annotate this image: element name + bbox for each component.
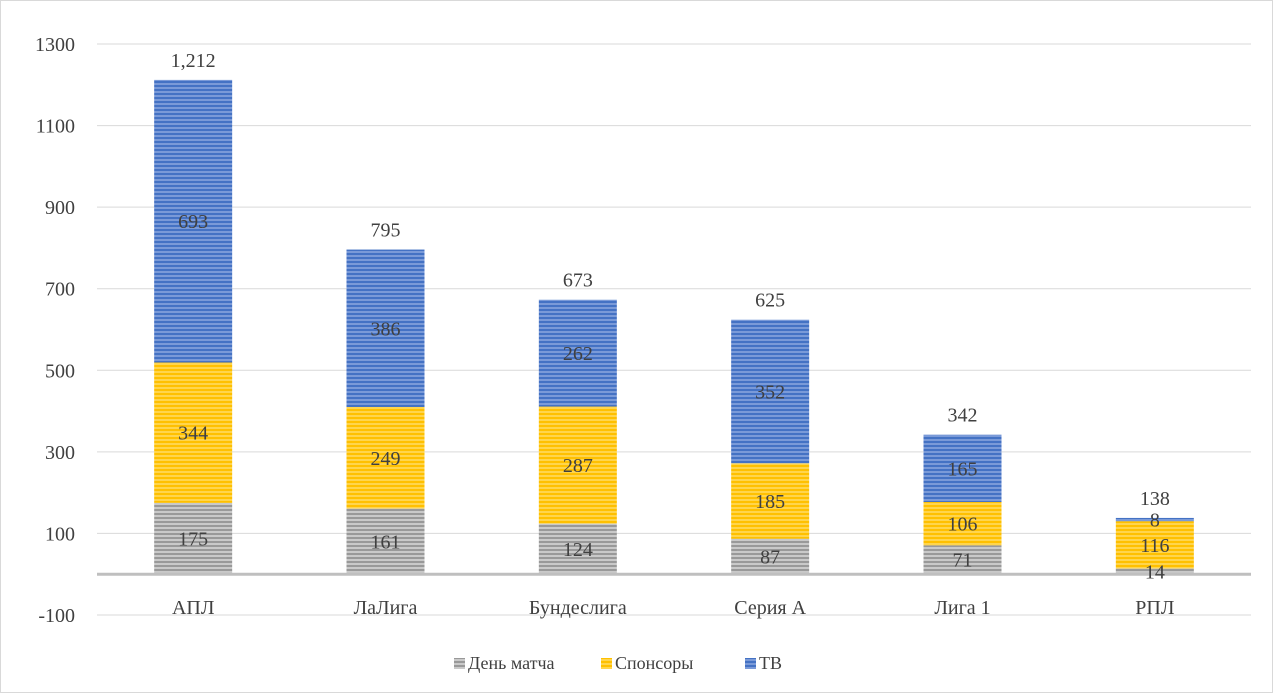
bar-segment (538, 523, 617, 575)
total-value-label: 795 (371, 220, 401, 242)
category-label: АПЛ (172, 597, 214, 619)
segment-value-label: 287 (563, 455, 593, 477)
category-label: ЛаЛига (354, 597, 418, 619)
y-tick-label: 1100 (36, 116, 75, 138)
x-axis: АПЛ ЛаЛига Бундеслига Серия А Лига 1 РПЛ (97, 572, 1251, 619)
bar-segment (1115, 521, 1194, 569)
y-axis-ticks: 1300 1100 900 700 500 300 100 -100 (35, 34, 75, 627)
total-value-label: 673 (563, 270, 593, 292)
segment-value-label: 352 (755, 381, 785, 403)
bar-segment (154, 79, 233, 363)
data-labels: 1753446931,21216124938679512428726267387… (171, 50, 1170, 583)
segment-value-label: 161 (371, 531, 401, 553)
bar-segment (731, 319, 810, 464)
segment-value-label: 71 (953, 550, 973, 572)
legend: День матча Спонсоры ТВ (454, 653, 782, 673)
segment-value-label: 116 (1140, 535, 1169, 557)
gridlines (97, 43, 1251, 616)
total-value-label: 1,212 (171, 50, 216, 72)
y-tick-label: 500 (45, 360, 75, 382)
y-tick-label: 300 (45, 442, 75, 464)
bar-segment (731, 463, 810, 539)
total-value-label: 138 (1140, 488, 1170, 510)
segment-value-label: 14 (1145, 561, 1165, 583)
legend-entry: Спонсоры (615, 653, 693, 673)
segment-value-label: 249 (371, 448, 401, 470)
total-value-label: 342 (948, 405, 978, 427)
bar-segment (154, 362, 233, 503)
bar-segment (1115, 568, 1194, 575)
segment-value-label: 344 (178, 423, 208, 445)
segment-value-label: 693 (178, 211, 208, 233)
y-tick-label: 100 (45, 523, 75, 545)
category-label: Серия А (734, 597, 806, 619)
bar-segment (923, 502, 1002, 546)
segment-value-label: 124 (563, 539, 593, 561)
legend-swatch (601, 658, 612, 669)
bars (154, 79, 1194, 575)
legend-swatch (745, 658, 756, 669)
legend-entry: ТВ (759, 653, 782, 673)
bar-segment (346, 508, 425, 575)
segment-value-label: 262 (563, 343, 593, 365)
y-tick-label: -100 (38, 605, 75, 627)
legend-swatch (454, 658, 465, 669)
category-label: Лига 1 (934, 597, 990, 619)
bar-segment (538, 406, 617, 524)
segment-value-label: 175 (178, 529, 208, 551)
bar-segment (154, 502, 233, 575)
segment-value-label: 185 (755, 491, 785, 513)
bar-segment (1115, 517, 1194, 522)
bar-segment (923, 434, 1002, 503)
bar-segment (538, 299, 617, 407)
segment-value-label: 8 (1150, 510, 1160, 532)
category-label: РПЛ (1135, 597, 1174, 619)
segment-value-label: 106 (948, 514, 978, 536)
legend-entry: День матча (468, 653, 555, 673)
category-label: Бундеслига (529, 597, 627, 619)
total-value-label: 625 (755, 290, 785, 312)
bar-segment (346, 249, 425, 407)
bar-segment (923, 545, 1002, 575)
segment-value-label: 386 (371, 318, 401, 340)
bar-segment (346, 406, 425, 509)
y-tick-label: 1300 (35, 34, 75, 56)
y-tick-label: 700 (45, 279, 75, 301)
y-tick-label: 900 (45, 197, 75, 219)
segment-value-label: 165 (948, 458, 978, 480)
bar-segment (731, 538, 810, 575)
segment-value-label: 87 (760, 546, 780, 568)
